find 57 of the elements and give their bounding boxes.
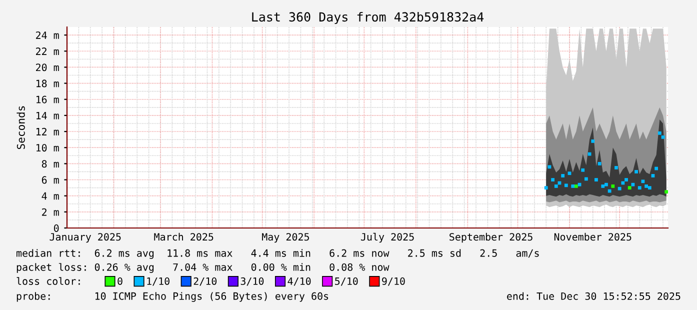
y-tick-label: 10 m [36,144,59,152]
text: end: Tue Dec 30 15:52:55 2025 [507,292,680,300]
text: packet loss: 0.26 % avg 7.04 % max 0.00 % min 0.08 % now [16,263,390,273]
y-tick-label: 12 m [36,128,59,136]
y-axis-title: Seconds [16,106,25,150]
point [564,184,568,188]
legend-label: 4/10 [288,277,311,286]
y-tick-label: 8 m [42,160,59,168]
y-tick-label: 16 m [36,96,59,104]
y-tick-label: 14 m [36,112,59,120]
point [614,166,618,170]
legend-label: 1/10 [147,277,170,286]
y-tick-label: 6 m [42,176,59,184]
x-tick-label: May 2025 [262,233,309,243]
x-tick-label: March 2025 [154,232,214,241]
point [554,184,558,188]
point [548,165,552,169]
y-tick-label: 4 m [42,192,59,200]
chart-title: Last 360 Days from 432b591832a4 [252,12,484,24]
point [591,139,595,143]
legend-label: 2/10 [194,277,217,286]
y-tick-label: 22 m [36,48,59,55]
x-tick-label: July 2025 [360,232,414,243]
y-tick-label: 2 m [42,208,59,216]
legend-label: 5/10 [335,277,358,286]
point [651,174,655,178]
point [568,172,572,176]
point [608,189,612,193]
point [658,131,662,135]
point [561,174,565,178]
point [654,166,658,170]
point [621,181,625,185]
point [611,184,615,188]
legend-label: 3/10 [240,277,264,286]
y-tick-label: 24 m [36,31,59,39]
legend-label: 0 [118,277,122,285]
x-tick-label: September 2025 [450,232,532,243]
legend-title: loss color: [16,277,80,285]
point [578,182,582,186]
point [604,182,608,186]
point [644,184,648,188]
point [581,168,585,172]
point [601,184,605,188]
x-tick-label: January 2025 [50,233,121,243]
legend-label: 9/10 [382,277,405,286]
text: median rtt: 6.2 ms avg 11.8 ms max 4.4 ms min 6.2 ms now 2.5 ms sd 2.5 am/s [16,249,539,259]
point [664,190,668,194]
point [661,135,665,139]
point [574,184,578,188]
x-tick-label: November 2025 [554,232,632,241]
text: probe: 10 ICMP Echo Pings (56 Bytes) every 60s [16,292,328,302]
point [631,182,635,186]
point [641,180,645,184]
y-tick-label: 20 m [36,64,59,72]
point [571,184,575,188]
y-tick-label: 18 m [36,80,59,88]
y-tick-label: 0 [54,224,59,232]
